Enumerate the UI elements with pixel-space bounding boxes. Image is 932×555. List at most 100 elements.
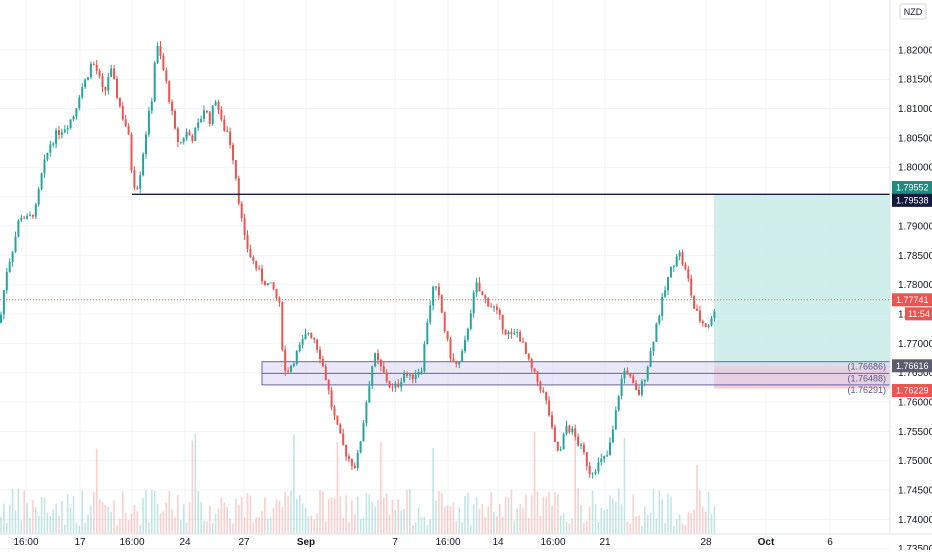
volume-bar — [371, 501, 373, 534]
candle — [29, 211, 31, 217]
volume-bar — [72, 495, 75, 534]
volume-bar — [298, 495, 301, 534]
currency-badge[interactable]: NZD — [899, 3, 927, 20]
candle — [356, 449, 359, 471]
volume-bar — [226, 507, 228, 534]
volume-bar — [156, 503, 159, 534]
volume-bar — [664, 523, 666, 534]
volume-bar — [600, 507, 603, 534]
volume-bar — [562, 513, 565, 534]
candle — [313, 337, 316, 344]
candle — [116, 76, 118, 100]
volume-bar — [464, 496, 466, 534]
candle — [107, 72, 110, 95]
current-price-tag: 1.77741 — [892, 293, 932, 307]
candle — [20, 214, 23, 223]
currency-label: NZD — [904, 7, 923, 17]
volume-bar — [119, 519, 121, 534]
candle — [275, 288, 278, 301]
volume-bar — [699, 490, 701, 534]
volume-bar — [710, 513, 713, 534]
volume-bar — [623, 438, 626, 534]
candle — [98, 68, 101, 79]
candle — [675, 253, 678, 268]
volume-bar — [348, 522, 350, 534]
candle — [342, 428, 345, 446]
candle — [75, 108, 78, 120]
candle — [548, 396, 551, 417]
candle — [150, 97, 153, 114]
candle — [498, 307, 501, 320]
volume-bar — [191, 440, 194, 534]
candle — [95, 60, 98, 75]
volume-bar — [586, 521, 588, 534]
price-tick-label: 1.80500 — [898, 133, 932, 144]
volume-bar — [568, 523, 571, 534]
volume-bar — [66, 493, 69, 534]
volume-bar — [101, 501, 104, 534]
candle — [139, 171, 142, 194]
candle — [220, 106, 223, 122]
volume-bar — [504, 496, 507, 534]
price-tick-label: 1.81500 — [898, 75, 932, 86]
candle — [229, 127, 232, 149]
candle — [374, 352, 377, 368]
volume-bar — [46, 512, 49, 534]
candle — [464, 335, 466, 354]
volume-bar — [35, 507, 37, 534]
candle — [585, 451, 588, 471]
candle — [690, 274, 693, 298]
volume-bar — [246, 493, 249, 534]
drawing-layer[interactable]: (1.76686)(1.76488) (1.76291) — [261, 193, 891, 395]
volume-bar — [127, 519, 130, 534]
volume-bar — [455, 520, 458, 534]
date-tick-label: 14 — [492, 537, 504, 548]
candle — [594, 469, 597, 476]
candle — [211, 105, 214, 126]
resistance-price-tag: 1.79538 — [892, 193, 932, 207]
candle — [446, 331, 449, 342]
candle — [713, 308, 716, 322]
volume-bar — [269, 517, 272, 534]
stop-price-tag-text: 1.76229 — [896, 386, 929, 396]
candle — [194, 127, 197, 142]
volume-bar — [626, 521, 629, 534]
time-axis[interactable]: 16:00 17 16:00 24 27 Sep 7 16:00 14 16:00 21 28 Oct 6 — [13, 537, 833, 548]
volume-bar — [496, 516, 498, 534]
volume-bar — [467, 492, 469, 534]
volume-bar — [383, 497, 385, 534]
long-position-target-zone[interactable] — [714, 193, 890, 366]
date-tick-label: 7 — [392, 537, 398, 548]
candle — [417, 368, 420, 378]
candle — [200, 115, 203, 123]
candle — [493, 305, 495, 312]
candle — [559, 446, 562, 452]
candle — [588, 461, 591, 478]
volume-bar — [574, 434, 576, 534]
candle — [60, 128, 63, 139]
candle — [655, 322, 658, 343]
volume-bar — [580, 504, 582, 534]
candle — [0, 311, 2, 324]
volume-bar — [145, 489, 147, 534]
price-tick-label: 1.78000 — [898, 280, 932, 291]
price-tags: 1.79552 1.79538 1.77741 1.76616 1.76229 11:54 — [892, 181, 932, 398]
candle — [40, 172, 43, 191]
volume-bar — [354, 514, 356, 534]
candle — [185, 128, 188, 141]
volume-bar — [641, 525, 643, 534]
date-tick-label: 27 — [238, 537, 250, 548]
candle — [365, 400, 368, 427]
candle — [26, 213, 29, 220]
volume-bar — [449, 506, 452, 534]
candle — [72, 115, 75, 122]
volume-bar — [55, 503, 57, 534]
candle — [295, 349, 298, 366]
candle — [142, 152, 145, 177]
candle — [565, 420, 568, 436]
volume-bar — [313, 519, 315, 534]
volume-bar — [267, 519, 269, 534]
price-tick-label: 1.82000 — [898, 45, 932, 56]
